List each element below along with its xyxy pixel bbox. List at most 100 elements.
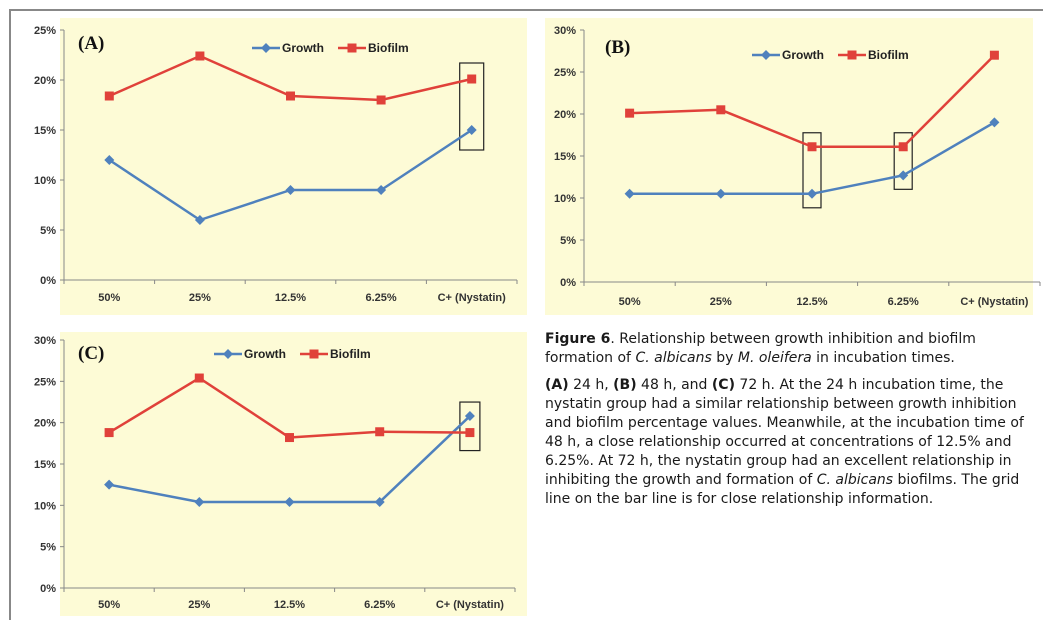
chart-background (60, 332, 527, 616)
biofilm-point (104, 428, 114, 438)
caption-panel-a: (A) (545, 377, 569, 393)
growth-point (285, 185, 296, 195)
legend-growth-marker (223, 349, 233, 359)
y-tick-label: 15% (34, 459, 56, 471)
legend-biofilm-label: Biofilm (330, 347, 371, 361)
x-tick-label: 25% (188, 599, 210, 611)
x-tick-label: 6.25% (365, 292, 396, 304)
legend-growth-label: Growth (782, 48, 824, 62)
growth-point (715, 188, 726, 199)
growth-point (376, 185, 387, 195)
frame-left-border (9, 9, 11, 620)
chart-background (545, 18, 1033, 315)
biofilm-point (195, 51, 205, 61)
biofilm-point (194, 373, 204, 383)
legend-growth-marker (261, 43, 271, 53)
y-tick-label: 30% (34, 335, 56, 347)
x-tick-label: C+ (Nystatin) (960, 296, 1028, 308)
growth-point (194, 497, 205, 508)
chart-panel-c: 0% 5% 10% 15% 20% 25% 30% 50% 25% 12.5% 6.25% C+ (N… (34, 332, 527, 616)
y-tick-label: 25% (34, 25, 56, 37)
biofilm-point (625, 108, 635, 118)
chart-panel-a: 0% 5% 10% 15% 20% 25% 50% 25% 12.5% 6.25% C+ (Nyst… (34, 18, 527, 315)
x-tick-label: 6.25% (364, 599, 395, 611)
legend-biofilm-marker (847, 50, 857, 60)
growth-point (989, 117, 1000, 128)
growth-point (104, 155, 115, 165)
chart-background (60, 18, 527, 315)
y-tick-label: 20% (554, 109, 576, 121)
x-tick-label: 50% (619, 296, 641, 308)
figure-label: Figure 6 (545, 331, 611, 347)
biofilm-point (989, 50, 999, 60)
caption-title-text: by (711, 350, 738, 366)
legend-biofilm-marker (347, 43, 357, 53)
panel-label: (C) (78, 343, 104, 364)
caption-title: Figure 6. Relationship between growth in… (545, 330, 1040, 368)
legend-growth-marker (761, 50, 771, 60)
growth-point (284, 497, 295, 508)
x-tick-label: 25% (710, 296, 732, 308)
x-tick-label: 12.5% (796, 296, 827, 308)
x-tick-label: 12.5% (275, 292, 306, 304)
frame-top-border (9, 9, 1043, 11)
y-tick-label: 20% (34, 418, 56, 430)
x-tick-label: 50% (98, 292, 120, 304)
y-tick-label: 0% (40, 583, 56, 595)
y-tick-label: 10% (34, 500, 56, 512)
biofilm-point (376, 95, 386, 105)
x-tick-label: 6.25% (888, 296, 919, 308)
legend-growth-label: Growth (244, 347, 286, 361)
highlight-box (459, 62, 485, 151)
y-tick-label: 10% (34, 175, 56, 187)
legend-biofilm-marker (309, 349, 319, 359)
y-tick-label: 25% (554, 67, 576, 79)
growth-point (898, 170, 909, 181)
legend-biofilm-label: Biofilm (368, 41, 409, 55)
y-tick-label: 0% (560, 277, 576, 289)
caption-species: C. albicans (816, 472, 894, 488)
caption-plant: M. oleifera (737, 350, 812, 366)
biofilm-point (807, 142, 817, 152)
figure-caption: Figure 6. Relationship between growth in… (545, 330, 1040, 517)
biofilm-point (716, 105, 726, 115)
growth-point (807, 188, 817, 199)
y-tick-label: 10% (554, 193, 576, 205)
growth-point (194, 215, 205, 225)
caption-panel-b: (B) (613, 377, 637, 393)
caption-body-text: 24 h, (568, 377, 614, 393)
x-tick-label: 50% (98, 599, 120, 611)
growth-point (104, 479, 115, 490)
growth-point (464, 411, 475, 422)
biofilm-point (467, 74, 477, 84)
caption-body-text: biofilms. The grid line on the bar line … (545, 472, 1020, 507)
x-tick-label: C+ (Nystatin) (438, 292, 506, 304)
growth-point (466, 125, 477, 135)
y-tick-label: 5% (560, 235, 576, 247)
biofilm-point (286, 91, 295, 101)
caption-body-text: 72 h. At the 24 h incubation time, the n… (545, 377, 1024, 488)
biofilm-point (375, 427, 385, 437)
caption-species: C. albicans (635, 350, 712, 366)
biofilm-point (465, 428, 475, 438)
y-tick-label: 5% (40, 225, 56, 237)
y-tick-label: 0% (40, 275, 56, 287)
caption-title-text: . Relationship between growth inhibition… (545, 331, 976, 366)
biofilm-point (104, 91, 114, 101)
y-tick-label: 15% (554, 151, 576, 163)
caption-panel-c: (C) (711, 377, 735, 393)
x-tick-label: 12.5% (274, 599, 305, 611)
caption-body: (A) 24 h, (B) 48 h, and (C) 72 h. At the… (545, 376, 1040, 509)
panel-label: (B) (605, 37, 630, 58)
biofilm-point (285, 433, 294, 443)
x-tick-label: 25% (189, 292, 211, 304)
legend-growth-label: Growth (282, 41, 324, 55)
caption-title-text: in incubation times. (811, 350, 955, 366)
legend-biofilm-label: Biofilm (868, 48, 909, 62)
panel-label: (A) (78, 33, 104, 54)
caption-body-text: 48 h, and (636, 377, 712, 393)
y-tick-label: 30% (554, 25, 576, 37)
y-tick-label: 5% (40, 542, 56, 554)
chart-panel-b: 0% 5% 10% 15% 20% 25% 30% 50% 25% 12.5% 6.25% C+ (N… (545, 18, 1041, 315)
